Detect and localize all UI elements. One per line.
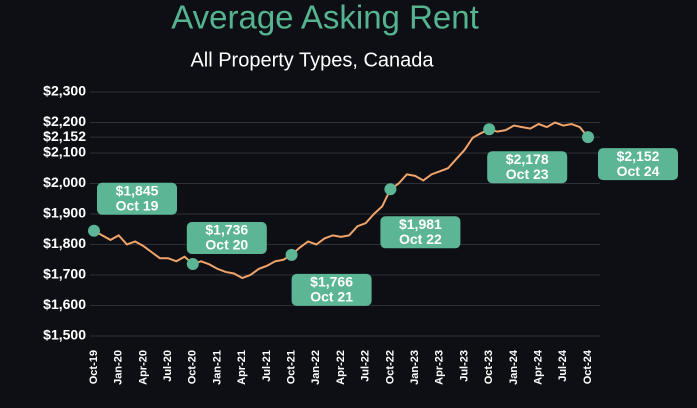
x-tick-label: Jul-23 <box>458 350 470 382</box>
y-tick-label: $2,152 <box>43 128 86 144</box>
chart-title: Average Asking Rent <box>171 0 479 36</box>
x-tick-label: Jul-21 <box>261 350 273 382</box>
annotation-box <box>97 182 177 215</box>
annotation-box <box>487 151 568 184</box>
annotation-date: Oct 24 <box>617 163 660 179</box>
x-tick-label: Jul-20 <box>162 350 174 382</box>
x-tick-label: Jan-23 <box>409 350 421 385</box>
x-tick-label: Jan-22 <box>310 350 322 385</box>
x-tick-label: Apr-20 <box>137 350 149 385</box>
x-tick-label: Apr-21 <box>236 350 248 385</box>
x-tick-label: Jan-21 <box>211 350 223 385</box>
x-tick-label: Jul-24 <box>557 349 569 382</box>
annotation-value: $2,178 <box>506 151 549 167</box>
highlight-marker <box>582 131 594 144</box>
annotation-date: Oct 22 <box>399 231 442 247</box>
x-tick-label: Oct-24 <box>582 349 594 384</box>
x-tick-label: Jan-24 <box>508 349 520 385</box>
highlight-marker <box>88 224 100 237</box>
annotation-box <box>598 148 678 181</box>
x-tick-label: Apr-22 <box>335 350 347 385</box>
annotation-date: Oct 19 <box>116 197 159 213</box>
x-tick-label: Apr-24 <box>533 349 545 385</box>
annotation-date: Oct 23 <box>506 166 549 182</box>
y-tick-label: $2,100 <box>43 144 86 160</box>
x-tick-label: Apr-23 <box>434 350 446 385</box>
chart-subtitle: All Property Types, Canada <box>190 49 434 71</box>
annotation-date: Oct 20 <box>205 237 248 253</box>
y-tick-label: $1,600 <box>43 296 86 312</box>
x-tick-label: Jul-22 <box>360 350 372 382</box>
annotation-value: $1,981 <box>399 216 442 232</box>
x-tick-label: Jan-20 <box>113 350 125 385</box>
annotation-value: $1,766 <box>310 274 353 290</box>
highlight-marker <box>285 248 298 261</box>
x-tick-label: Oct-22 <box>384 350 396 384</box>
y-tick-label: $2,200 <box>43 113 86 129</box>
y-tick-label: $1,700 <box>43 266 86 282</box>
highlight-marker <box>384 183 397 196</box>
highlight-marker <box>186 258 199 271</box>
annotation-box <box>380 216 461 249</box>
x-tick-label: Oct-20 <box>187 350 199 384</box>
x-tick-label: Oct-19 <box>88 350 100 384</box>
highlight-marker <box>483 123 496 136</box>
y-tick-label: $1,900 <box>43 205 86 221</box>
x-tick-label: Oct-21 <box>286 350 298 384</box>
y-tick-label: $2,300 <box>43 83 86 99</box>
y-tick-label: $1,500 <box>43 327 86 343</box>
series-line <box>93 121 589 280</box>
y-tick-label: $1,800 <box>43 235 86 251</box>
annotation-box <box>186 222 267 255</box>
annotation-value: $1,736 <box>205 222 248 238</box>
annotation-value: $2,152 <box>617 148 660 164</box>
y-tick-label: $2,000 <box>43 174 86 190</box>
annotation-value: $1,845 <box>116 182 159 198</box>
annotation-date: Oct 21 <box>310 289 353 305</box>
x-tick-label: Oct-23 <box>483 350 495 384</box>
annotation-box <box>291 273 372 306</box>
